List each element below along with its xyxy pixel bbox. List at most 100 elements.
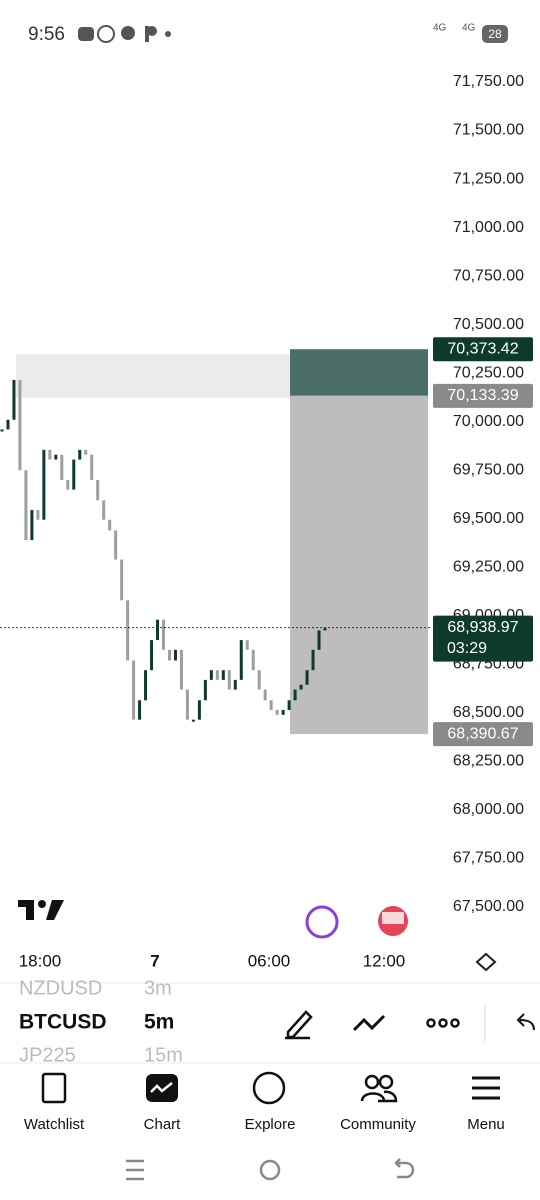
candle bbox=[305, 670, 309, 685]
nav-label[interactable]: Chart bbox=[144, 1116, 182, 1133]
bottom-nav: Watchlist Chart Explore Community Menu bbox=[24, 1071, 505, 1133]
price-tick-label: 71,250.00 bbox=[453, 170, 524, 187]
candle bbox=[120, 559, 124, 601]
indicators[interactable] bbox=[352, 1014, 386, 1032]
candle bbox=[96, 479, 100, 501]
price-tick-label: 69,750.00 bbox=[453, 461, 524, 478]
candle bbox=[311, 649, 315, 671]
price-tick-label: 71,000.00 bbox=[453, 219, 524, 236]
candle bbox=[239, 640, 243, 680]
interval-prev[interactable]: 3m bbox=[144, 977, 172, 999]
price-tick-label: 71,500.00 bbox=[453, 122, 524, 139]
symbol-next[interactable]: JP225 bbox=[19, 1044, 76, 1066]
candle bbox=[227, 670, 231, 690]
candle bbox=[162, 619, 165, 650]
settings[interactable] bbox=[475, 952, 497, 972]
candle bbox=[167, 649, 171, 661]
network: 4G bbox=[462, 23, 476, 34]
entry-price-box bbox=[433, 383, 533, 408]
price-tick-label: 67,500.00 bbox=[453, 898, 524, 915]
interval-next[interactable]: 15m bbox=[144, 1044, 183, 1066]
nav-label[interactable]: Community bbox=[340, 1116, 416, 1133]
price-tick-label: 67,750.00 bbox=[453, 850, 524, 867]
interval[interactable]: 5m bbox=[144, 1011, 174, 1034]
clock: 9:56 bbox=[28, 24, 65, 45]
price-tick-label: 68,250.00 bbox=[453, 753, 524, 770]
tv-logo bbox=[18, 900, 64, 920]
candle bbox=[185, 689, 189, 720]
symbol[interactable]: BTCUSD bbox=[19, 1011, 107, 1034]
stop-price-label: 68,390.67 bbox=[447, 725, 518, 742]
candle bbox=[221, 670, 225, 680]
stop-zone bbox=[290, 395, 428, 735]
candle bbox=[6, 419, 10, 430]
target-price-box bbox=[433, 337, 533, 362]
candle bbox=[90, 454, 94, 480]
price-tick-label: 70,000.00 bbox=[453, 413, 524, 430]
candle bbox=[66, 479, 70, 490]
entry-price-label: 70,133.39 bbox=[447, 387, 518, 404]
candle bbox=[78, 449, 82, 460]
candle bbox=[72, 459, 76, 490]
candle bbox=[156, 619, 160, 641]
candle bbox=[173, 649, 177, 661]
candle bbox=[317, 630, 321, 650]
price-tick-label: 68,500.00 bbox=[453, 704, 524, 721]
candle bbox=[132, 660, 136, 720]
last-price-label: 68,938.97 bbox=[447, 619, 518, 636]
price-tick-label: 70,500.00 bbox=[453, 316, 524, 333]
nav-label[interactable]: Explore bbox=[245, 1116, 296, 1133]
battery bbox=[482, 25, 508, 43]
candle bbox=[114, 530, 118, 560]
candle bbox=[12, 379, 16, 420]
candle bbox=[323, 627, 327, 631]
candle bbox=[287, 700, 291, 710]
candle bbox=[299, 684, 303, 690]
symbol-prev[interactable]: NZDUSD bbox=[19, 977, 102, 999]
time-label: 7 bbox=[150, 951, 159, 970]
candle bbox=[0, 429, 4, 432]
candle bbox=[281, 709, 285, 715]
price-tick-label: 70,750.00 bbox=[453, 267, 524, 284]
candle bbox=[197, 700, 201, 720]
price-tick-label: 70,250.00 bbox=[453, 364, 524, 381]
candle bbox=[126, 600, 130, 661]
candle bbox=[245, 640, 249, 650]
candle bbox=[144, 670, 148, 701]
candle bbox=[54, 454, 58, 460]
undo[interactable] bbox=[516, 1013, 535, 1031]
candle bbox=[60, 454, 64, 480]
candle bbox=[24, 470, 28, 541]
time-label: 12:00 bbox=[363, 951, 406, 970]
candle bbox=[203, 679, 207, 701]
candle bbox=[215, 670, 219, 680]
candle bbox=[84, 449, 88, 455]
candle bbox=[102, 500, 106, 520]
entry-zone bbox=[16, 354, 290, 398]
candle bbox=[251, 649, 255, 671]
target-price-label: 70,373.42 bbox=[447, 340, 518, 357]
candle bbox=[138, 700, 142, 720]
candle bbox=[269, 700, 273, 710]
candle bbox=[108, 519, 112, 531]
candle bbox=[191, 719, 195, 722]
candle bbox=[150, 640, 154, 671]
candle bbox=[18, 379, 22, 471]
price-tick-label: 69,250.00 bbox=[453, 559, 524, 576]
chart: 71,750.00 71,500.00 71,250.00 71,000.00 70,7… bbox=[0, 73, 533, 970]
more[interactable] bbox=[426, 1018, 460, 1028]
countdown: 03:29 bbox=[447, 640, 487, 657]
nav-label[interactable]: Watchlist bbox=[24, 1116, 85, 1133]
draw-tool[interactable] bbox=[285, 1010, 313, 1040]
candle bbox=[275, 709, 279, 715]
price-tick-label: 71,750.00 bbox=[453, 73, 524, 90]
time-label: 06:00 bbox=[248, 951, 291, 970]
target-zone bbox=[290, 349, 428, 396]
ai-icon[interactable] bbox=[305, 905, 339, 939]
price-tick-label: 69,500.00 bbox=[453, 510, 524, 527]
stop-price-box bbox=[433, 722, 533, 747]
candle bbox=[42, 449, 46, 520]
nav-label[interactable]: Menu bbox=[467, 1116, 505, 1133]
